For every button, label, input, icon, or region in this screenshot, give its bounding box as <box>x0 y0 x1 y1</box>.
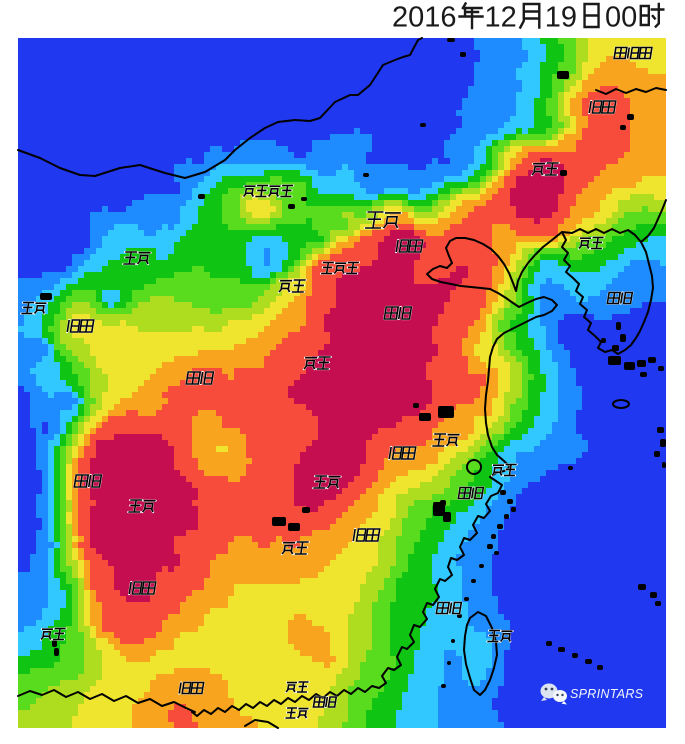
svg-text:19: 19 <box>545 2 577 34</box>
svg-text:2016: 2016 <box>392 2 457 34</box>
svg-text:SPRINTARS: SPRINTARS <box>570 687 644 701</box>
svg-text:00: 00 <box>605 2 637 34</box>
svg-text:12: 12 <box>485 2 517 34</box>
